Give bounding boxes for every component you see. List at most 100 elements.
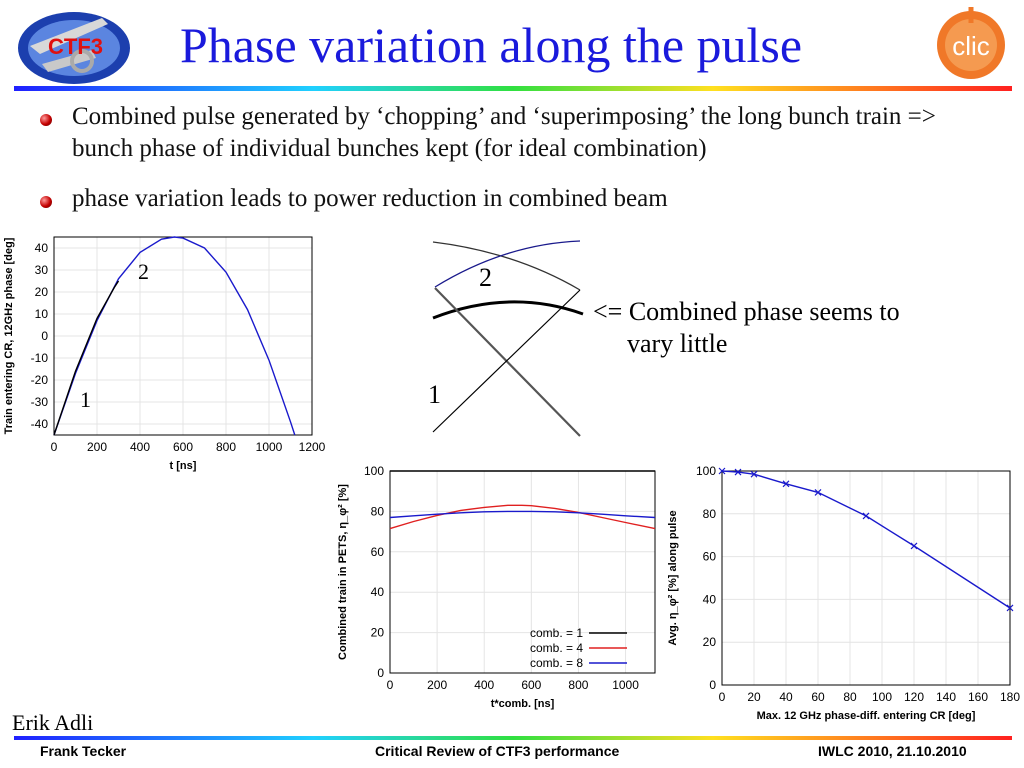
- chart-avg-efficiency-vs-phase: 0 20 40 60 80 100 120 140 160 180 0 20 40 60 80 100 Max.…: [667, 464, 1020, 722]
- line-train-1-down: [434, 287, 581, 437]
- x-tick-label: 400: [130, 440, 150, 454]
- y-tick-label: 60: [703, 550, 717, 564]
- bullet-text-1: Combined pulse generated by ‘chopping’ a…: [72, 103, 936, 162]
- header-rainbow-rule: [14, 86, 1012, 91]
- x-tick-label: 0: [51, 440, 58, 454]
- plot-frame: [721, 470, 1011, 686]
- data-point: [910, 542, 918, 550]
- plot-border: [53, 236, 313, 436]
- series-line-2: [53, 280, 120, 436]
- y-tick-label: 80: [371, 504, 385, 518]
- x-tick-label: 800: [568, 678, 588, 692]
- svg-text:CTF3: CTF3: [48, 34, 103, 59]
- curve-train-2-blue: [434, 240, 581, 288]
- data-point: [862, 512, 870, 520]
- curve-train-1-dark: [432, 241, 581, 291]
- data-point: [718, 467, 726, 475]
- y-tick-label: 20: [703, 635, 717, 649]
- x-tick-label: 1200: [299, 440, 326, 454]
- data-point: [782, 480, 790, 488]
- y-tick-label: 100: [364, 464, 384, 478]
- x-tick-label: 400: [474, 678, 494, 692]
- phase-crossing-diagram: [432, 240, 584, 437]
- y-tick-label: 0: [709, 678, 716, 692]
- y-tick-label: 40: [703, 592, 717, 606]
- y-tick-label: 0: [41, 329, 48, 343]
- series-line-3: [389, 510, 656, 519]
- x-axis-label: Max. 12 GHz phase-diff. entering CR [deg…: [757, 710, 976, 722]
- footer-talk-title: Critical Review of CTF3 performance: [375, 743, 620, 759]
- plot-frame: [389, 470, 656, 674]
- x-axis-label: t*comb. [ns]: [491, 698, 555, 710]
- data-point: [734, 468, 742, 476]
- x-tick-label: 200: [87, 440, 107, 454]
- diagram-note-line-1: <= Combined phase seems to: [593, 297, 900, 326]
- chart-annotation-1: 1: [80, 387, 91, 412]
- chart-phase-vs-time: 0 200 400 600 800 1000 1200 -40 -30 -20 -10 0 10 20 30…: [3, 236, 326, 472]
- x-tick-label: 800: [216, 440, 236, 454]
- footer-presenter: Frank Tecker: [40, 743, 127, 759]
- x-tick-label: 0: [719, 690, 726, 704]
- y-axis-label: Train entering CR, 12GHz phase [deg]: [3, 237, 15, 434]
- diagram-label-1: 1: [428, 380, 441, 409]
- x-tick-label: 40: [779, 690, 793, 704]
- bullet-icon: [40, 114, 52, 126]
- y-tick-label: 40: [35, 241, 49, 255]
- line-train-2-up: [432, 289, 581, 433]
- ctf3-logo: CTF3: [18, 12, 130, 84]
- y-tick-label: 20: [35, 285, 49, 299]
- footer-event-date: IWLC 2010, 21.10.2010: [818, 743, 967, 759]
- footer-rainbow-rule: [14, 736, 1012, 740]
- chart-combined-train-efficiency: 0 200 400 600 800 1000 0 20 40 60 80 100 t*comb. [ns…: [337, 464, 656, 710]
- x-tick-label: 1000: [612, 678, 639, 692]
- y-tick-label: 60: [371, 545, 385, 559]
- chart-annotation-2: 2: [138, 259, 149, 284]
- curve-combined: [432, 300, 584, 320]
- y-tick-label: 30: [35, 263, 49, 277]
- x-tick-label: 20: [747, 690, 761, 704]
- bullet-icon: [40, 196, 52, 208]
- legend-label: comb. = 4: [530, 641, 583, 655]
- slide-title: Phase variation along the pulse: [180, 17, 803, 73]
- y-tick-label: 80: [703, 507, 717, 521]
- x-tick-label: 60: [811, 690, 825, 704]
- y-tick-label: -20: [31, 373, 49, 387]
- x-tick-label: 1000: [256, 440, 283, 454]
- y-tick-label: 20: [371, 626, 385, 640]
- legend-label: comb. = 1: [530, 626, 583, 640]
- series-line-1: [53, 236, 296, 436]
- x-tick-label: 80: [843, 690, 857, 704]
- data-point: [1006, 604, 1014, 612]
- y-tick-label: -30: [31, 395, 49, 409]
- diagram-note-line-2: vary little: [627, 329, 728, 358]
- y-tick-label: 10: [35, 307, 49, 321]
- y-axis-label: Combined train in PETS, η_φ² [%]: [337, 484, 349, 660]
- series-line-1: [721, 470, 1011, 609]
- legend-label: comb. = 8: [530, 656, 583, 670]
- y-tick-label: -10: [31, 351, 49, 365]
- x-tick-label: 0: [387, 678, 394, 692]
- bullet-text-2: phase variation leads to power reduction…: [72, 185, 668, 212]
- x-tick-label: 120: [904, 690, 924, 704]
- svg-text:clic: clic: [952, 31, 990, 61]
- x-tick-label: 600: [521, 678, 541, 692]
- x-tick-label: 160: [968, 690, 988, 704]
- x-axis-label: t [ns]: [170, 460, 197, 472]
- y-tick-label: 100: [696, 464, 716, 478]
- x-tick-label: 600: [173, 440, 193, 454]
- x-tick-label: 200: [427, 678, 447, 692]
- y-tick-label: 0: [377, 666, 384, 680]
- y-axis-label: Avg. η_φ² [%] along pulse: [667, 510, 679, 645]
- y-tick-label: -40: [31, 417, 49, 431]
- data-point: [814, 488, 822, 496]
- data-point: [750, 470, 758, 478]
- clic-logo: clic: [937, 7, 1005, 79]
- x-tick-label: 100: [872, 690, 892, 704]
- x-tick-label: 180: [1000, 690, 1020, 704]
- y-tick-label: 40: [371, 585, 385, 599]
- plot-border: [721, 470, 1011, 686]
- series-line-2: [389, 504, 656, 530]
- author-name: Erik Adli: [12, 710, 94, 735]
- x-tick-label: 140: [936, 690, 956, 704]
- diagram-label-2: 2: [479, 263, 492, 292]
